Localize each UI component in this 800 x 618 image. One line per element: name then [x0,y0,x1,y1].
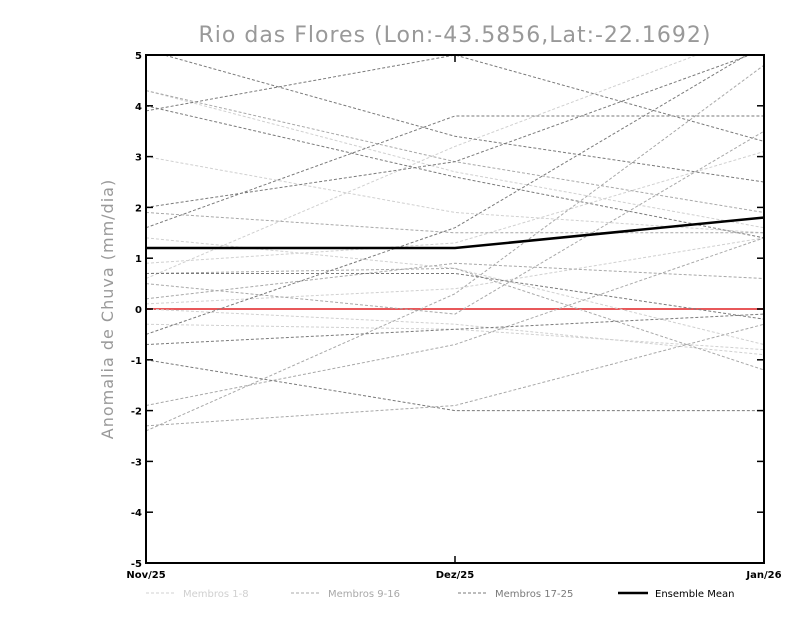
member-line-3 [146,308,764,356]
member-line-20 [146,55,752,208]
member-line-24 [162,55,764,183]
member-line-17 [146,115,764,229]
y-tick-label: 0 [135,305,142,316]
x-tick-label: Dez/25 [436,570,475,581]
y-tick-label: -1 [131,356,142,367]
y-tick-label: 5 [135,51,142,62]
legend-label-2: Membros 9-16 [328,589,400,600]
y-tick-label: 4 [135,102,142,113]
member-line-13 [146,90,764,213]
member-line-10 [146,211,764,234]
x-tick-label: Nov/25 [126,570,165,581]
member-line-25 [146,272,764,320]
member-line-6 [146,323,764,351]
member-line-9 [146,64,764,432]
member-line-15 [146,130,764,315]
chart-title: Rio das Flores (Lon:-43.5856,Lat:-22.169… [199,23,712,48]
member-line-16 [146,267,764,371]
y-tick-label: 3 [135,153,142,164]
member-line-2 [146,55,699,279]
member-line-7 [146,237,764,346]
plot-frame [145,54,765,564]
member-line-21 [146,105,764,239]
axis-ticks: -5 -4 -3 -2 -1 0 1 2 3 4 5 Nov/25 Dez/25 Jan/26 [126,51,781,581]
legend-label-1: Membros 1-8 [183,589,249,600]
legend: Membros 1-8 Membros 9-16 Membros 17-25 Ense… [146,589,734,600]
ensemble-mean-line [146,216,764,250]
member-line-19 [146,55,748,335]
member-line-22 [146,359,764,412]
member-line-4 [146,151,764,264]
legend-label-4: Ensemble Mean [655,589,734,600]
legend-label-3: Membros 17-25 [495,589,573,600]
member-line-23 [146,313,764,346]
x-tick-label: Jan/26 [745,570,781,581]
y-tick-label: -2 [131,407,142,418]
y-tick-label: -5 [131,559,142,570]
plot-lines [146,55,764,432]
member-line-18 [146,55,764,142]
member-line-1 [146,156,764,234]
y-tick-label: 2 [135,203,142,214]
y-tick-label: -4 [131,508,142,519]
y-tick-label: 1 [135,254,142,265]
member-line-5 [146,90,764,229]
member-line-14 [146,323,764,427]
member-line-12 [146,262,764,300]
y-axis-label: Anomalia de Chuva (mm/dia) [98,179,117,439]
y-tick-label: -3 [131,457,142,468]
